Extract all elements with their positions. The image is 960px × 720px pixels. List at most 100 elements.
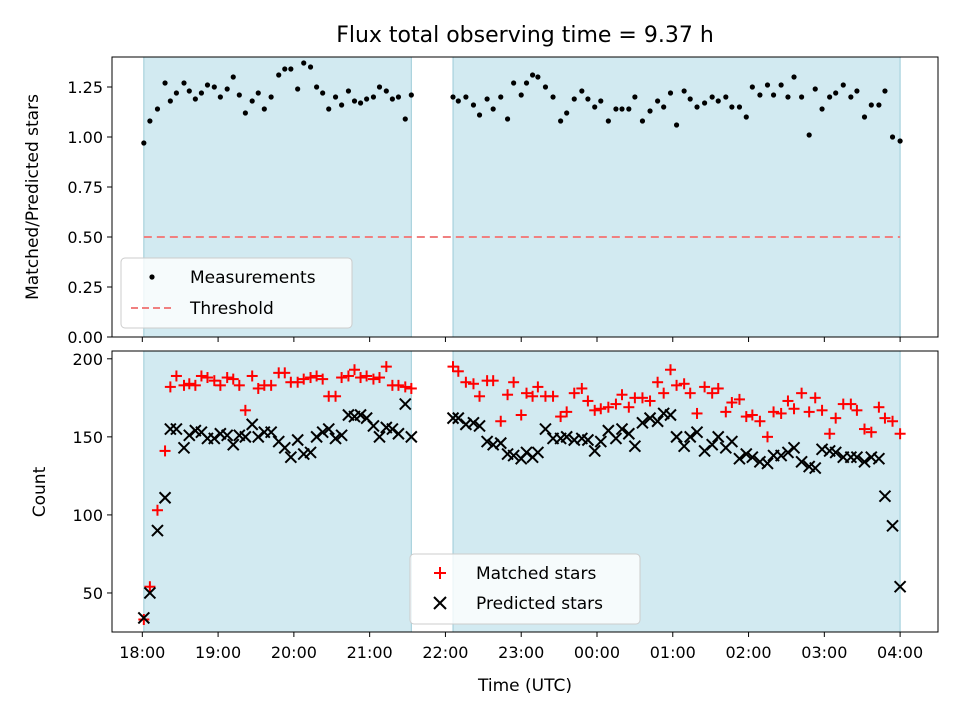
top-y-tick-label: 0.00 bbox=[67, 328, 103, 347]
matched-star-point bbox=[589, 404, 601, 416]
measurement-point bbox=[408, 92, 414, 98]
matched-star-point bbox=[775, 407, 787, 419]
matched-star-point bbox=[292, 376, 304, 388]
legend-measurements-marker bbox=[149, 274, 155, 280]
matched-star-point bbox=[201, 372, 213, 384]
measurement-point bbox=[198, 90, 205, 96]
measurement-point bbox=[868, 102, 874, 108]
measurement-point bbox=[770, 92, 777, 98]
matched-star-point bbox=[521, 387, 533, 399]
matched-star-point bbox=[317, 373, 329, 385]
measurement-point bbox=[673, 122, 680, 128]
measurement-point bbox=[709, 94, 715, 100]
matched-star-point bbox=[595, 403, 607, 415]
measurement-point bbox=[848, 94, 854, 100]
measurement-point bbox=[236, 92, 242, 98]
matched-star-point bbox=[610, 398, 622, 410]
predicted-star-point bbox=[588, 444, 601, 458]
measurement-point bbox=[261, 106, 267, 112]
measurement-point bbox=[455, 98, 461, 104]
measurement-point bbox=[736, 104, 743, 110]
matched-star-point bbox=[330, 390, 342, 402]
bottom-y-tick-label: 150 bbox=[72, 428, 103, 447]
measurement-point bbox=[592, 104, 598, 110]
matched-star-point bbox=[602, 401, 614, 413]
measurement-point bbox=[476, 112, 483, 118]
predicted-star-point bbox=[636, 416, 649, 430]
bottom-x-tick-label: 21:00 bbox=[347, 643, 393, 662]
measurement-point bbox=[518, 92, 524, 98]
measurement-point bbox=[558, 118, 564, 124]
measurement-point bbox=[605, 118, 611, 124]
matched-star-point bbox=[159, 445, 171, 457]
predicted-star-point bbox=[264, 425, 278, 439]
matched-star-point bbox=[664, 364, 676, 376]
predicted-star-point bbox=[399, 397, 412, 411]
predicted-star-point bbox=[670, 430, 683, 444]
measurement-point bbox=[326, 106, 332, 112]
measurement-point bbox=[833, 90, 839, 96]
predicted-star-point bbox=[137, 611, 151, 625]
predicted-star-point bbox=[622, 427, 636, 440]
matched-star-point bbox=[568, 387, 580, 399]
predicted-star-point bbox=[494, 436, 507, 450]
predicted-star-point bbox=[446, 411, 460, 425]
legend-predicted-label: Predicted stars bbox=[476, 594, 603, 614]
predicted-star-point bbox=[725, 435, 739, 448]
measurement-point bbox=[249, 98, 255, 104]
measurement-point bbox=[370, 94, 377, 100]
measurement-point bbox=[217, 94, 223, 100]
matched-star-point bbox=[796, 387, 808, 399]
measurement-point bbox=[282, 66, 288, 72]
matched-star-point bbox=[788, 403, 800, 415]
matched-star-point bbox=[733, 393, 745, 405]
matched-star-point bbox=[712, 382, 724, 394]
top-shaded-intervals bbox=[143, 56, 901, 338]
measurement-point bbox=[889, 134, 896, 140]
predicted-star-point bbox=[531, 446, 545, 459]
measurement-point bbox=[288, 66, 294, 72]
chart-title: Flux total observing time = 9.37 h bbox=[336, 23, 714, 48]
matched-star-point bbox=[754, 415, 766, 427]
legend-threshold-label: Threshold bbox=[189, 299, 274, 319]
predicted-star-point bbox=[373, 430, 386, 444]
matched-star-point bbox=[532, 381, 544, 393]
matched-star-point bbox=[265, 379, 277, 391]
predicted-star-point bbox=[284, 450, 298, 464]
matched-star-point bbox=[865, 426, 877, 438]
matched-star-point bbox=[279, 367, 291, 379]
measurement-point bbox=[498, 94, 504, 100]
measurement-point bbox=[255, 90, 261, 96]
measurement-point bbox=[242, 110, 248, 116]
measurement-point bbox=[749, 84, 755, 90]
predicted-stars-points bbox=[137, 397, 907, 625]
matched-star-point bbox=[582, 395, 594, 407]
bottom-y-tick-label: 200 bbox=[72, 350, 103, 369]
measurement-point bbox=[715, 98, 721, 104]
matched-star-point bbox=[502, 389, 514, 401]
matched-star-point bbox=[678, 378, 690, 390]
measurement-point bbox=[450, 94, 456, 100]
predicted-star-point bbox=[467, 416, 480, 430]
predicted-star-point bbox=[893, 580, 907, 593]
matched-star-point bbox=[858, 423, 870, 435]
measurement-point bbox=[687, 96, 693, 102]
predicted-star-point bbox=[278, 441, 291, 454]
measurement-point bbox=[332, 94, 339, 100]
measurement-point bbox=[173, 90, 180, 96]
predicted-star-point bbox=[177, 441, 191, 454]
matched-star-point bbox=[233, 379, 245, 391]
predicted-star-point bbox=[539, 422, 552, 436]
matched-star-point bbox=[547, 390, 559, 402]
legend-measurements-label: Measurements bbox=[190, 268, 316, 288]
measurement-point bbox=[301, 60, 307, 66]
legend-matched-marker bbox=[434, 567, 446, 579]
measurement-point bbox=[798, 94, 805, 100]
matched-stars-points bbox=[138, 361, 906, 626]
matched-star-point bbox=[623, 401, 635, 413]
measurement-point bbox=[535, 74, 541, 80]
matched-star-point bbox=[380, 361, 392, 373]
predicted-star-point bbox=[761, 457, 774, 470]
predicted-star-point bbox=[651, 415, 664, 428]
measurement-point bbox=[882, 88, 888, 94]
